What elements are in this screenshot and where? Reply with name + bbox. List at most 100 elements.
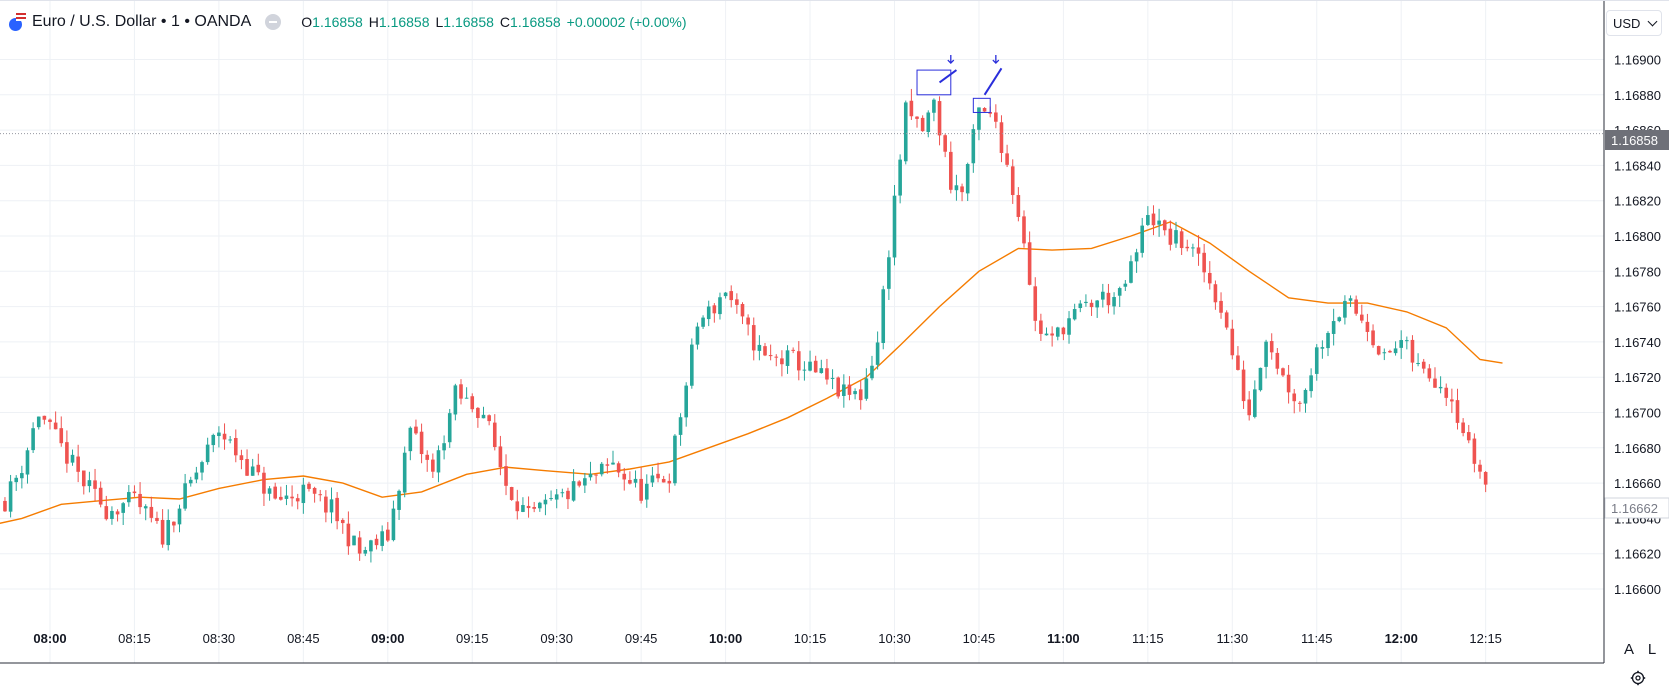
candle-body bbox=[892, 195, 897, 258]
candle-body bbox=[1444, 387, 1449, 398]
price-scale[interactable]: 1.166001.166201.166401.166601.166801.167… bbox=[1614, 53, 1661, 598]
candle-body bbox=[453, 385, 458, 415]
candle-body bbox=[1117, 288, 1122, 296]
candle-body bbox=[386, 529, 390, 541]
price-tick-label: 1.16820 bbox=[1614, 194, 1661, 209]
time-tick-label: 10:00 bbox=[709, 631, 742, 646]
open-value: 1.16858 bbox=[312, 14, 363, 30]
candle-body bbox=[312, 487, 317, 494]
candle-body bbox=[464, 397, 469, 399]
candle-body bbox=[875, 342, 880, 365]
drawing-rectangle bbox=[916, 69, 952, 96]
candle-body bbox=[166, 520, 171, 546]
candle-body bbox=[1179, 231, 1184, 249]
candle-body bbox=[284, 495, 289, 499]
candle-body bbox=[673, 435, 677, 484]
symbol-title[interactable]: Euro / U.S. Dollar • 1 • OANDA bbox=[32, 13, 252, 30]
log-scale-button[interactable]: L bbox=[1641, 638, 1663, 660]
candle-body bbox=[233, 438, 238, 456]
candle-body bbox=[532, 506, 536, 509]
candle-body bbox=[1450, 399, 1454, 402]
candle-body bbox=[785, 350, 790, 366]
candle-body bbox=[31, 428, 35, 451]
candle-body bbox=[650, 475, 655, 483]
auto-scale-button[interactable]: A bbox=[1618, 638, 1640, 660]
candle-body bbox=[363, 550, 368, 554]
candle-body bbox=[1101, 291, 1105, 300]
candle-body bbox=[954, 185, 959, 191]
candle-body bbox=[36, 416, 41, 428]
candle-body bbox=[391, 508, 396, 541]
gear-icon[interactable] bbox=[1630, 670, 1646, 686]
candle-body bbox=[554, 494, 559, 500]
candle-body bbox=[915, 116, 919, 119]
candle-body bbox=[149, 506, 154, 518]
candle-body bbox=[205, 444, 210, 463]
candle-body bbox=[712, 305, 717, 314]
candle-body bbox=[1298, 402, 1302, 404]
candle-body bbox=[1410, 339, 1415, 363]
candle-body bbox=[678, 417, 683, 435]
candle-body bbox=[1016, 195, 1021, 217]
candle-body bbox=[1191, 247, 1195, 249]
candle-body bbox=[498, 446, 503, 468]
candle-body bbox=[611, 462, 615, 465]
candle-body bbox=[217, 432, 221, 437]
candle-body bbox=[1010, 166, 1015, 196]
candle-body bbox=[791, 349, 795, 351]
currency-select[interactable]: USD bbox=[1606, 10, 1662, 36]
candle-body bbox=[960, 186, 964, 193]
time-scale[interactable]: 08:00 08:15 08:30 08:45 09:00 09:15 09:30 09:45… bbox=[33, 631, 1502, 646]
candle-body bbox=[476, 407, 480, 419]
candle-body bbox=[301, 484, 306, 504]
candle-body bbox=[194, 472, 199, 480]
candle-body bbox=[188, 479, 193, 484]
candle-body bbox=[1050, 333, 1054, 336]
candle-body bbox=[228, 439, 232, 441]
candle-body bbox=[628, 480, 632, 484]
candle-body bbox=[1241, 369, 1246, 402]
candle-body bbox=[735, 299, 739, 305]
candle-body bbox=[1224, 312, 1229, 328]
candle-body bbox=[1084, 301, 1088, 304]
time-tick-label: 08:30 bbox=[203, 631, 236, 646]
chevron-down-icon bbox=[1647, 16, 1658, 27]
candle-body bbox=[307, 483, 311, 489]
candle-body bbox=[1027, 242, 1032, 285]
candle-body bbox=[819, 368, 824, 374]
arrow-down-icon bbox=[947, 55, 955, 64]
candle-body bbox=[538, 502, 542, 509]
candle-body bbox=[1331, 321, 1336, 334]
price-scale-bg bbox=[1604, 0, 1669, 663]
time-tick-label: 12:15 bbox=[1469, 631, 1502, 646]
candle-body bbox=[577, 481, 582, 486]
candle-body bbox=[571, 481, 576, 501]
time-tick-label: 08:15 bbox=[118, 631, 151, 646]
legend-collapse-icon[interactable] bbox=[265, 14, 282, 30]
candle-body bbox=[1157, 220, 1161, 225]
candle-body bbox=[1072, 309, 1077, 320]
candle-body bbox=[543, 499, 548, 505]
time-tick-label: 09:00 bbox=[371, 631, 404, 646]
candle-body bbox=[42, 415, 47, 420]
candle-body bbox=[279, 496, 283, 500]
candle-body bbox=[583, 478, 587, 486]
price-tick-label: 1.16680 bbox=[1614, 441, 1661, 456]
candle-body bbox=[633, 478, 638, 483]
candle-body bbox=[504, 466, 508, 486]
candle-body bbox=[1061, 327, 1066, 335]
candle-body bbox=[1483, 472, 1488, 485]
candle-body bbox=[20, 473, 24, 479]
candle-body bbox=[127, 492, 131, 503]
candle-body bbox=[616, 463, 621, 473]
candle-body bbox=[143, 506, 148, 509]
candle-body bbox=[245, 459, 249, 476]
candle-body bbox=[1033, 286, 1038, 321]
candle-body bbox=[1219, 300, 1223, 313]
chart-legend: Euro / U.S. Dollar • 1 • OANDA O1.16858 … bbox=[8, 11, 687, 33]
candle-body bbox=[853, 391, 857, 395]
user-drawings[interactable] bbox=[916, 55, 1003, 113]
candle-body bbox=[560, 492, 565, 494]
candle-body bbox=[211, 434, 216, 446]
